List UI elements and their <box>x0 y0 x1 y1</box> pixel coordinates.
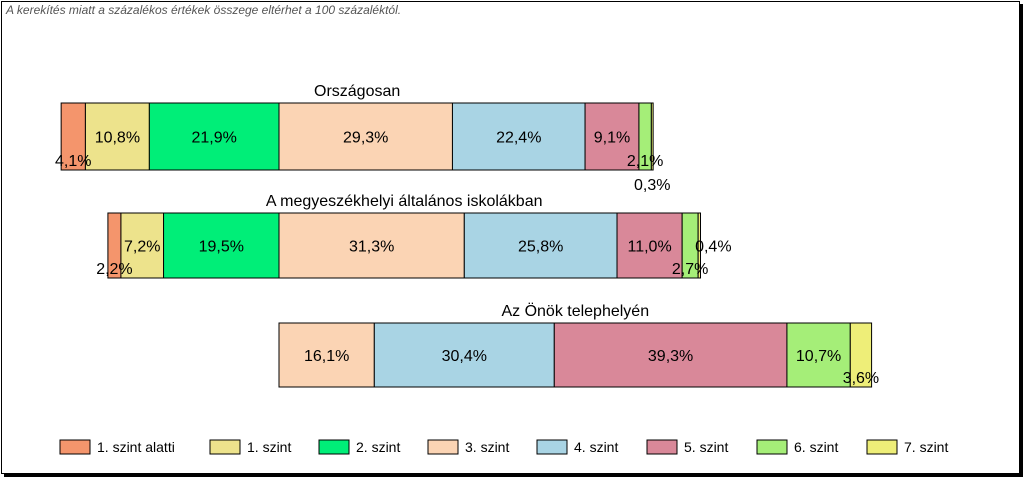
bar-segment <box>278 322 375 388</box>
legend-swatch <box>427 439 459 455</box>
bar-segment <box>584 102 640 171</box>
legend-label: 5. szint <box>684 439 728 455</box>
data-label: 2,1% <box>627 153 663 170</box>
data-label: 30,4% <box>442 348 487 365</box>
legend-label: 6. szint <box>794 439 838 455</box>
data-label: 9,1% <box>594 130 630 147</box>
data-label: 39,3% <box>648 348 693 365</box>
bar-segment <box>650 102 654 171</box>
data-label: 7,2% <box>124 239 160 256</box>
data-label: 19,5% <box>199 239 244 256</box>
data-label: 2,7% <box>672 261 708 278</box>
legend-swatch <box>756 439 788 455</box>
bar-segment <box>849 322 873 388</box>
legend-label: 4. szint <box>574 439 618 455</box>
bar-segment <box>120 212 165 279</box>
bar-segment <box>616 212 683 279</box>
data-label: 10,8% <box>95 130 140 147</box>
data-label: 2,2% <box>96 261 132 278</box>
data-label: 16,1% <box>304 348 349 365</box>
rounding-note: A kerekítés miatt a százalékos értékek ö… <box>6 3 402 17</box>
legend-swatch <box>318 439 350 455</box>
data-label: 0,3% <box>634 177 670 194</box>
bar-segment <box>278 212 465 279</box>
legend-label: 2. szint <box>356 439 400 455</box>
legend-label: 1. szint alatti <box>97 439 175 455</box>
bar-segment <box>163 212 280 279</box>
bar-segment <box>553 322 788 388</box>
bar-group-title: Országosan <box>314 83 400 100</box>
legend-swatch <box>646 439 678 455</box>
data-label: 29,3% <box>343 130 388 147</box>
bar-group-title: Az Önök telephelyén <box>501 302 649 320</box>
data-label: 31,3% <box>349 239 394 256</box>
legend-label: 1. szint <box>247 439 291 455</box>
data-label: 11,0% <box>627 239 671 256</box>
bar-group-title: A megyeszékhelyi általános iskolákban <box>266 193 543 210</box>
data-label: 4,1% <box>55 153 91 170</box>
data-label: 22,4% <box>496 130 541 147</box>
legend-label: 7. szint <box>904 439 948 455</box>
data-label: 25,8% <box>518 239 563 256</box>
legend-swatch <box>209 439 241 455</box>
bar-segment <box>373 322 555 388</box>
bar-segment <box>60 102 86 171</box>
legend-swatch <box>866 439 898 455</box>
bar-segment <box>451 102 586 171</box>
bar-segment <box>697 212 702 279</box>
data-label: 21,9% <box>191 130 236 147</box>
legend-swatch <box>536 439 568 455</box>
data-label: 3,6% <box>843 370 879 387</box>
bar-segment <box>278 102 453 171</box>
legend-label: 3. szint <box>465 439 509 455</box>
data-label: 10,7% <box>796 348 841 365</box>
bar-segment <box>786 322 851 388</box>
legend-swatch <box>59 439 91 455</box>
data-label: 0,4% <box>695 239 731 256</box>
